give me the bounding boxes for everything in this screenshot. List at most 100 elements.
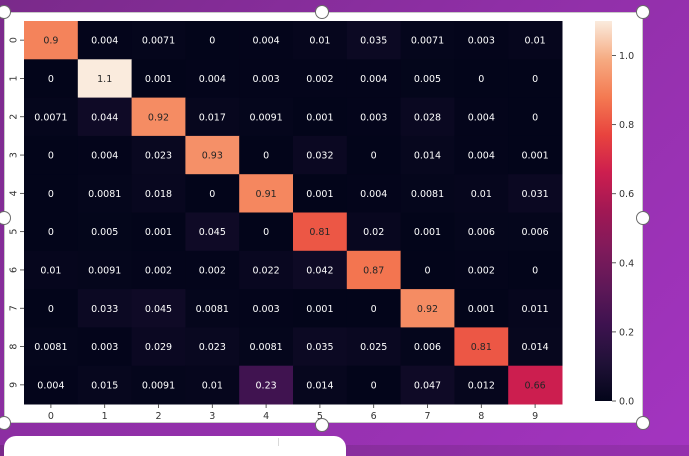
cell-value-label: 0.042 <box>306 265 333 276</box>
heatmap-cell-9-0 <box>24 365 79 405</box>
heatmap-cell-4-5 <box>293 174 348 213</box>
heatmap-chart: 0.9 0.004 0.0071 0 0.004 0.01 0.035 0.0071 0.003… <box>9 21 634 422</box>
heatmap-cell-6-5 <box>293 250 348 290</box>
heatmap-cell-1-9 <box>508 59 563 99</box>
resize-handle-bottom-right[interactable] <box>636 416 650 430</box>
heatmap-cell-0-5 <box>293 21 348 60</box>
heatmap-cell-4-2 <box>131 174 186 213</box>
cell-value-label: 0.004 <box>360 189 387 200</box>
y-tick-label: 2 <box>9 114 20 120</box>
cell-value-label: 0.025 <box>360 342 387 353</box>
heatmap-cell-2-6 <box>346 97 402 137</box>
heatmap-cell-1-2 <box>131 59 186 99</box>
toolbar-divider <box>278 438 279 446</box>
heatmap-cell-9-1 <box>77 365 133 405</box>
heatmap-cell-1-5 <box>293 59 348 99</box>
cell-value-label: 0 <box>371 304 377 315</box>
cell-value-label: 0 <box>48 189 54 200</box>
heatmap-cell-3-7 <box>400 135 455 175</box>
cell-value-label: 0 <box>532 265 538 276</box>
cell-value-label: 0.002 <box>306 74 333 85</box>
cell-value-label: 0.023 <box>145 151 172 162</box>
heatmap-cell-7-3 <box>185 289 240 328</box>
heatmap-cell-6-9 <box>508 250 563 290</box>
cell-value-label: 0.045 <box>199 227 226 238</box>
cell-value-label: 0.0081 <box>411 189 444 200</box>
resize-handle-top-right[interactable] <box>636 5 650 19</box>
heatmap-cell-8-4 <box>239 327 294 367</box>
heatmap-cell-9-5 <box>293 365 348 405</box>
heatmap-cell-5-9 <box>508 212 563 252</box>
cell-value-label: 0.017 <box>199 112 226 123</box>
x-tick-label: 9 <box>532 411 538 422</box>
x-tick-label: 0 <box>48 411 54 422</box>
cell-value-label: 0.001 <box>468 304 495 315</box>
heatmap-cell-9-9 <box>508 365 563 405</box>
cell-value-label: 0.01 <box>525 36 546 47</box>
cell-value-label: 0 <box>371 380 377 391</box>
heatmap-cell-0-1 <box>77 21 133 60</box>
colorbar-tick-label: 0.2 <box>619 327 634 338</box>
heatmap-cell-3-4 <box>239 135 294 175</box>
heatmap-cell-2-0 <box>24 97 79 137</box>
resize-handle-top-left[interactable] <box>0 5 11 19</box>
y-tick-label: 5 <box>9 229 20 235</box>
heatmap-cell-8-8 <box>454 327 509 367</box>
heatmap-cell-1-8 <box>454 59 509 99</box>
y-axis: 0 1 2 3 4 5 6 7 8 9 <box>9 37 24 388</box>
heatmap-cell-6-1 <box>77 250 133 290</box>
cell-value-label: 0.87 <box>363 265 384 276</box>
heatmap-cell-2-7 <box>400 97 455 137</box>
heatmap-cell-0-9 <box>508 21 563 60</box>
cell-value-label: 0.006 <box>414 342 441 353</box>
heatmap-cell-3-3 <box>185 135 240 175</box>
heatmap-cell-9-3 <box>185 365 240 405</box>
cell-value-label: 0.028 <box>414 112 441 123</box>
cell-value-label: 0 <box>48 151 54 162</box>
cell-value-label: 0.001 <box>145 227 172 238</box>
cell-value-label: 0.0081 <box>34 342 67 353</box>
y-tick-label: 4 <box>9 190 20 196</box>
cell-value-label: 0.66 <box>525 380 546 391</box>
heatmap-cell-4-3 <box>185 174 240 213</box>
cell-value-label: 0 <box>48 74 54 85</box>
cell-value-label: 0.81 <box>471 342 492 353</box>
heatmap-cell-7-1 <box>77 289 133 328</box>
heatmap-cell-1-6 <box>346 59 402 99</box>
cell-value-label: 0.015 <box>91 380 118 391</box>
colorbar-tick-label: 0.0 <box>619 397 634 408</box>
heatmap-cell-1-1 <box>77 59 133 99</box>
heatmap-cell-3-9 <box>508 135 563 175</box>
heatmap-cell-0-7 <box>400 21 455 60</box>
cell-value-label: 0.0091 <box>142 380 175 391</box>
heatmap-cell-0-2 <box>131 21 186 60</box>
cell-value-label: 0 <box>263 227 269 238</box>
cell-value-label: 0.9 <box>43 36 58 47</box>
resize-handle-middle-left[interactable] <box>0 211 11 225</box>
heatmap-cell-4-8 <box>454 174 509 213</box>
heatmap-cell-6-4 <box>239 250 294 290</box>
cell-value-label: 0.004 <box>360 74 387 85</box>
cell-value-label: 0 <box>532 112 538 123</box>
cell-value-label: 0.0071 <box>411 36 444 47</box>
cell-value-label: 0.004 <box>37 380 64 391</box>
heatmap-cell-9-7 <box>400 365 455 405</box>
cell-value-label: 0 <box>371 151 377 162</box>
cell-value-label: 0.92 <box>417 304 438 315</box>
cell-value-label: 0.035 <box>306 342 333 353</box>
cell-value-label: 0.0071 <box>142 36 175 47</box>
cell-value-label: 0.018 <box>145 189 172 200</box>
heatmap-cell-5-6 <box>346 212 402 252</box>
cell-value-label: 0.01 <box>471 189 492 200</box>
heatmap-cell-8-5 <box>293 327 348 367</box>
heatmap-cell-4-0 <box>24 174 79 213</box>
heatmap-cell-5-2 <box>131 212 186 252</box>
resize-handle-bottom-left[interactable] <box>0 416 11 430</box>
cell-value-label: 0.004 <box>468 112 495 123</box>
resize-handle-top-center[interactable] <box>315 5 329 19</box>
cell-value-label: 0.005 <box>414 74 441 85</box>
cell-value-label: 0.014 <box>521 342 548 353</box>
resize-handle-bottom-center[interactable] <box>315 418 329 432</box>
resize-handle-middle-right[interactable] <box>636 211 650 225</box>
heatmap-cell-8-1 <box>77 327 133 367</box>
